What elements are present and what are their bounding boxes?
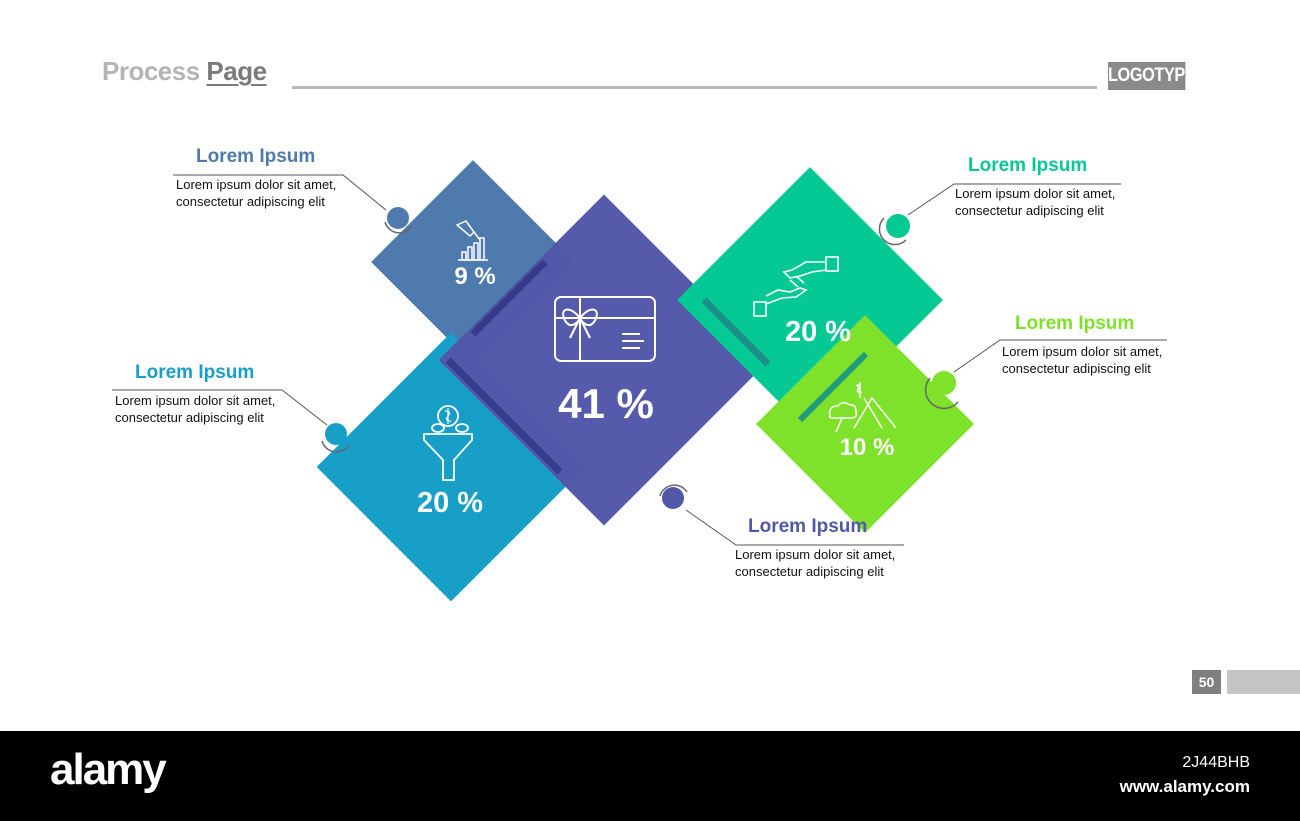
percent-center: 41 % <box>558 380 654 427</box>
label-bottom-line1: Lorem ipsum dolor sit amet, <box>735 547 896 562</box>
percent-top-left: 9 % <box>454 263 495 290</box>
label-bottom-right-heading: Lorem Ipsum <box>1015 313 1135 334</box>
marker-bottom-left <box>321 423 350 453</box>
page-number-bar <box>1227 670 1300 694</box>
connector-top-left <box>173 174 387 211</box>
connector-top-right <box>907 183 1121 216</box>
watermark-url: www.alamy.com <box>1119 777 1250 796</box>
label-bottom-right-line2: consectetur adipiscing elit <box>1002 361 1151 376</box>
label-bottom-left-line2: consectetur adipiscing elit <box>115 410 264 425</box>
connector-bottom-left <box>112 389 328 426</box>
label-bottom-line2: consectetur adipiscing elit <box>735 564 884 579</box>
diamond-bottom-right <box>756 315 974 533</box>
connector-bottom-right <box>953 339 1167 373</box>
label-bottom-right-line1: Lorem ipsum dolor sit amet, <box>1002 344 1163 359</box>
watermark-image-id: 2J44BHB <box>1182 754 1250 771</box>
percent-bottom-left: 20 % <box>417 487 483 519</box>
diagram: 9 % 41 % 20 % 20 % 10 % <box>112 160 1167 602</box>
label-bottom: Lorem Ipsum Lorem ipsum dolor sit amet, … <box>735 516 995 580</box>
handshake-money-icon <box>753 256 839 317</box>
watermark-brand: alamy <box>50 745 167 794</box>
marker-bottom <box>659 484 688 509</box>
overlap-shade-right-lower <box>797 351 869 423</box>
percent-bottom-right: 10 % <box>840 434 895 461</box>
money-funnel-icon <box>423 405 473 481</box>
label-bottom-right: Lorem Ipsum Lorem ipsum dolor sit amet, … <box>1002 313 1282 377</box>
overlap-shades <box>445 259 563 475</box>
marker-top-right <box>878 214 910 246</box>
page-title: Process Page <box>102 56 267 87</box>
watermark-footer <box>0 731 1300 821</box>
label-top-left-line2: consectetur adipiscing elit <box>176 194 325 209</box>
label-bottom-heading: Lorem Ipsum <box>748 516 868 537</box>
percent-top-right: 20 % <box>785 316 851 348</box>
label-top-right-line2: consectetur adipiscing elit <box>955 203 1104 218</box>
label-top-left-line1: Lorem ipsum dolor sit amet, <box>176 177 337 192</box>
page-title-part1: Process <box>102 56 200 86</box>
label-bottom-left-heading: Lorem Ipsum <box>135 362 255 383</box>
label-top-left-heading: Lorem Ipsum <box>196 146 316 167</box>
page-title-part2: Page <box>206 56 267 86</box>
logo: LOGOTYPE <box>1108 62 1196 90</box>
gift-card-icon <box>554 296 656 362</box>
slide: Process Page LOGOTYPE <box>102 56 1300 694</box>
overlap-shade-right <box>701 297 771 367</box>
label-top-right: Lorem Ipsum Lorem ipsum dolor sit amet, … <box>955 155 1215 219</box>
label-top-right-line1: Lorem ipsum dolor sit amet, <box>955 186 1116 201</box>
label-bottom-left-line1: Lorem ipsum dolor sit amet, <box>115 393 276 408</box>
label-bottom-left: Lorem Ipsum Lorem ipsum dolor sit amet, … <box>115 362 375 426</box>
marker-bottom-right <box>924 371 959 410</box>
connector-lines <box>112 174 1167 546</box>
mountain-goal-icon <box>828 382 897 433</box>
label-top-left: Lorem Ipsum Lorem ipsum dolor sit amet, … <box>176 146 436 210</box>
growth-chart-icon <box>455 220 488 261</box>
marker-top-left <box>384 207 413 234</box>
label-top-right-heading: Lorem Ipsum <box>968 155 1088 176</box>
title-rule <box>292 86 1097 89</box>
connector-bottom <box>685 509 904 546</box>
page-number: 50 <box>1192 670 1221 694</box>
